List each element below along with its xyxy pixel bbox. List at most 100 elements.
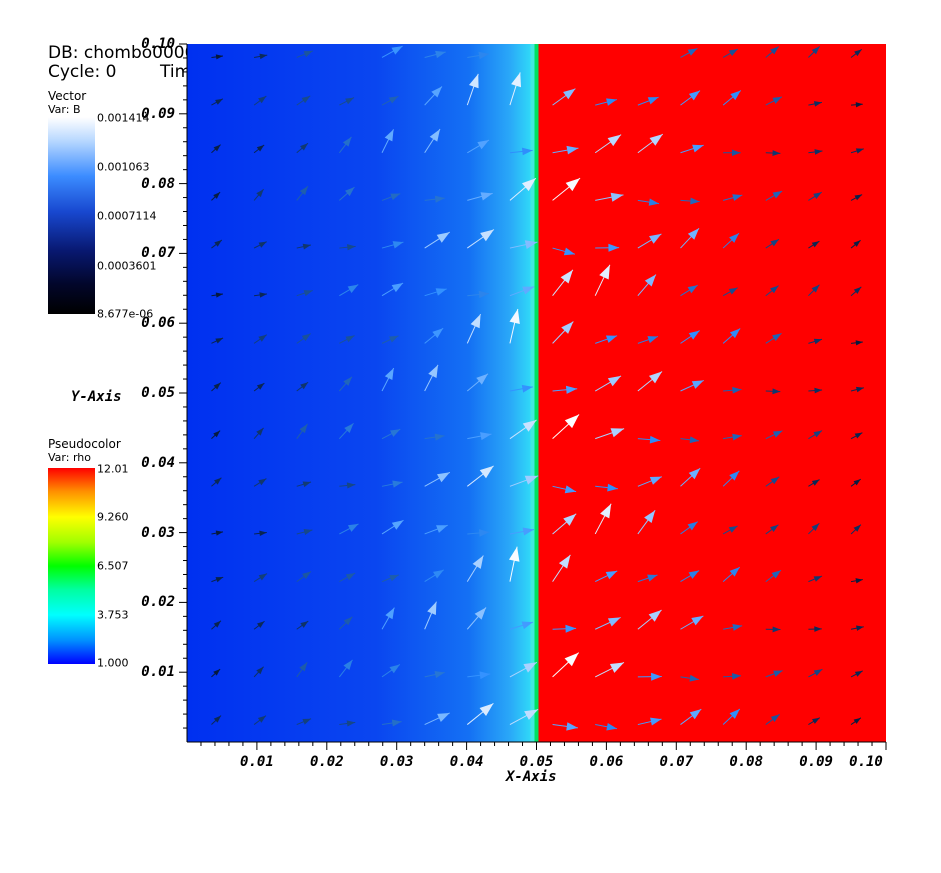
vector-head <box>215 98 223 105</box>
vector-glyph <box>211 54 224 60</box>
vector-head <box>257 715 266 723</box>
vector-head <box>301 95 311 104</box>
vector-head <box>691 615 704 626</box>
vector-head <box>813 430 823 438</box>
vector-head <box>256 666 264 675</box>
vector-legend-label: 0.0007114 <box>97 209 157 223</box>
vector-glyph <box>808 717 821 725</box>
vector-head <box>566 722 578 731</box>
vector-glyph <box>509 286 535 297</box>
vector-head <box>813 192 822 200</box>
vector-head <box>813 338 823 345</box>
vector-head <box>347 244 356 251</box>
vector-head <box>215 292 223 298</box>
vector-glyph <box>637 233 662 249</box>
vector-head <box>605 570 618 580</box>
vector-glyph <box>595 428 625 440</box>
vector-head <box>479 465 494 479</box>
vector-head <box>257 621 265 628</box>
vector-glyph <box>552 321 574 344</box>
vector-head <box>299 186 309 196</box>
vector-head <box>302 571 312 580</box>
vector-head <box>303 529 313 536</box>
vector-glyph <box>339 523 359 535</box>
vector-head <box>855 578 863 584</box>
vector-glyph <box>296 290 313 297</box>
vector-glyph <box>722 232 740 249</box>
vector-glyph <box>552 145 579 155</box>
vector-glyph <box>765 150 781 156</box>
vector-glyph <box>381 607 395 630</box>
vector-head <box>344 423 354 433</box>
vector-glyph <box>381 95 399 106</box>
pseudo-legend-title: Pseudocolor <box>48 437 121 451</box>
vector-glyph <box>637 335 659 344</box>
vector-head <box>564 652 579 667</box>
x-tick-label: 0.08 <box>729 754 764 770</box>
vector-head <box>480 229 494 242</box>
vector-glyph <box>467 290 490 299</box>
vector-head <box>770 285 779 294</box>
vector-glyph <box>722 48 739 58</box>
vector-head <box>607 483 618 492</box>
x-tick-label: 0.09 <box>799 754 833 770</box>
vector-head <box>388 96 399 104</box>
vector-glyph <box>637 133 664 154</box>
vector-glyph <box>509 475 539 487</box>
vector-glyph <box>722 328 741 344</box>
vector-glyph <box>723 433 742 441</box>
vector-head <box>436 232 450 243</box>
vector-head <box>770 46 779 55</box>
vector-glyph <box>338 136 352 154</box>
vector-head <box>560 269 573 284</box>
vector-glyph <box>253 666 264 678</box>
vector-glyph <box>680 197 700 205</box>
vector-glyph <box>466 73 479 106</box>
vector-glyph <box>850 432 863 440</box>
vector-glyph <box>850 625 864 631</box>
vector-glyph <box>253 382 265 392</box>
vector-glyph <box>722 566 741 582</box>
vector-glyph <box>765 285 779 297</box>
vector-glyph <box>424 327 444 344</box>
vector-head <box>687 521 698 531</box>
vector-head <box>521 147 533 156</box>
vector-head <box>391 719 402 727</box>
vector-head <box>814 626 822 632</box>
vector-glyph <box>253 334 267 344</box>
vector-head <box>561 321 574 334</box>
vector-glyph <box>765 713 780 725</box>
vector-head <box>384 129 394 142</box>
vector-head <box>436 472 450 483</box>
vector-head <box>729 567 740 577</box>
vector-glyph <box>765 524 779 535</box>
vector-head <box>558 554 571 569</box>
vector-glyph <box>211 530 224 536</box>
vector-glyph <box>552 554 571 582</box>
vector-head <box>644 274 656 287</box>
vector-glyph <box>381 367 395 392</box>
vector-glyph <box>381 519 404 535</box>
x-axis-title: X-Axis <box>506 769 557 785</box>
vector-head <box>689 436 700 444</box>
vector-glyph <box>637 717 662 726</box>
vector-head <box>343 616 353 626</box>
vector-head <box>302 481 312 488</box>
vector-head <box>434 433 445 441</box>
pseudo-legend-label: 6.507 <box>97 559 129 573</box>
vector-glyph <box>381 129 395 153</box>
vector-head <box>854 49 862 57</box>
pseudo-legend-label: 3.753 <box>97 608 129 622</box>
y-tick-label: 0.05 <box>141 385 175 401</box>
vector-glyph <box>850 670 863 678</box>
vector-glyph <box>765 238 780 249</box>
vector-glyph <box>339 572 356 583</box>
vector-head <box>256 427 264 436</box>
vector-head <box>299 662 308 672</box>
vector-glyph <box>467 229 495 249</box>
vector-glyph <box>808 387 823 394</box>
vector-head <box>732 673 742 680</box>
vector-glyph <box>850 148 864 154</box>
vector-glyph <box>680 467 701 487</box>
